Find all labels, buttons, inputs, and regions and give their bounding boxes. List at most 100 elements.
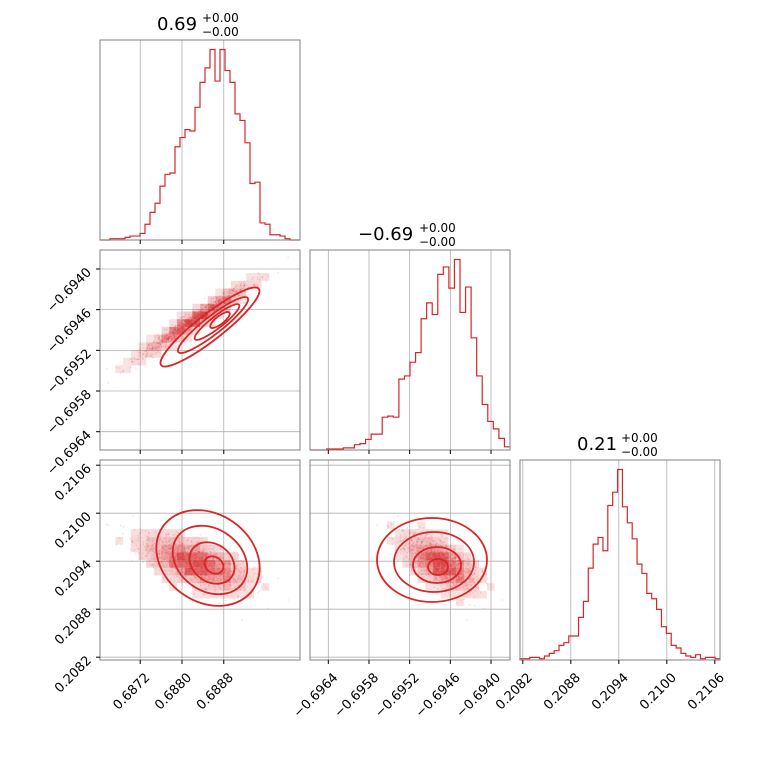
sample-point — [400, 548, 402, 551]
sample-point — [169, 538, 172, 541]
density-cell — [440, 575, 449, 584]
sample-point — [201, 576, 204, 579]
sample-point — [474, 572, 476, 575]
sample-point — [454, 556, 457, 559]
sample-point — [167, 548, 170, 550]
sample-point — [187, 330, 190, 333]
sample-point — [241, 287, 244, 290]
sample-point — [176, 334, 178, 337]
sample-point — [135, 358, 138, 360]
sample-point — [158, 341, 161, 344]
sample-point — [416, 541, 418, 543]
sample-point — [184, 548, 186, 551]
sample-point — [180, 323, 183, 326]
density-cell — [253, 280, 262, 289]
sample-point — [160, 552, 163, 554]
density-cell — [215, 567, 224, 576]
sample-point — [151, 345, 154, 348]
sample-point — [152, 557, 155, 560]
sample-point — [173, 537, 176, 540]
density-cell — [440, 552, 449, 560]
sample-point — [437, 549, 440, 551]
sample-point — [163, 558, 166, 561]
sample-point — [218, 602, 220, 605]
sample-point — [234, 285, 237, 288]
sample-point — [189, 580, 192, 583]
sample-point — [137, 354, 140, 357]
sample-point — [437, 550, 440, 553]
sample-point — [235, 291, 238, 294]
density-cell — [207, 575, 216, 584]
sample-point — [240, 285, 243, 287]
sample-point — [419, 562, 422, 564]
sample-point — [472, 582, 475, 585]
density-cell — [192, 560, 200, 568]
sample-point — [150, 349, 152, 351]
sample-point — [406, 556, 408, 559]
sample-point — [195, 549, 198, 552]
sample-point — [188, 317, 191, 320]
sample-point — [187, 546, 190, 549]
sample-point — [173, 336, 176, 339]
density-cell — [153, 560, 162, 568]
density-cell — [215, 303, 224, 312]
title-value: 0.69 — [157, 14, 197, 35]
sample-point — [182, 325, 185, 327]
sample-point — [215, 307, 218, 310]
sample-point — [148, 549, 151, 552]
sample-point — [181, 323, 184, 325]
sample-point — [141, 357, 144, 359]
panel-frame — [99, 39, 301, 241]
sample-point — [445, 550, 448, 553]
density-cell — [161, 529, 170, 537]
title-param-1: −0.69 +0.00 −0.00 — [358, 221, 456, 249]
sample-point — [212, 558, 215, 560]
sample-point — [452, 582, 454, 585]
title-minus: −0.00 — [621, 445, 658, 459]
sample-point — [235, 568, 238, 570]
sample-point — [440, 533, 443, 536]
sample-point — [227, 556, 230, 559]
sample-point — [426, 550, 429, 552]
sample-point — [150, 344, 153, 347]
sample-point — [422, 566, 425, 569]
axis-ticks — [96, 240, 716, 664]
sample-point — [139, 531, 142, 534]
density-cell — [161, 544, 170, 553]
sample-point — [142, 561, 144, 563]
sample-point — [408, 558, 411, 561]
sample-point — [150, 564, 153, 566]
sample-point — [376, 524, 378, 527]
sample-point — [232, 579, 235, 581]
density-cell — [192, 567, 200, 576]
sample-point — [176, 548, 179, 551]
sample-point — [210, 576, 213, 578]
sample-point — [231, 290, 234, 292]
sample-point — [136, 534, 139, 537]
sample-point — [195, 549, 198, 551]
sample-point — [440, 575, 443, 578]
sample-point — [231, 288, 234, 291]
sample-point — [243, 285, 246, 287]
sample-point — [212, 300, 215, 303]
sample-point — [411, 545, 414, 547]
sample-point — [146, 543, 149, 545]
sample-point — [473, 596, 476, 598]
sample-point — [440, 548, 443, 550]
sample-point — [419, 562, 421, 565]
sample-point — [234, 295, 237, 298]
density-cell — [410, 552, 418, 560]
sample-point — [472, 580, 475, 583]
sample-point — [205, 306, 208, 309]
sample-point — [456, 602, 458, 605]
sample-point — [184, 550, 187, 553]
sample-point — [427, 549, 430, 552]
sample-point — [163, 338, 166, 340]
sample-point — [216, 307, 219, 309]
sample-point — [471, 579, 474, 581]
sample-point — [164, 537, 167, 540]
sample-point — [405, 535, 407, 538]
sample-point — [155, 341, 158, 344]
sample-point — [219, 299, 222, 301]
sample-point — [420, 561, 423, 564]
